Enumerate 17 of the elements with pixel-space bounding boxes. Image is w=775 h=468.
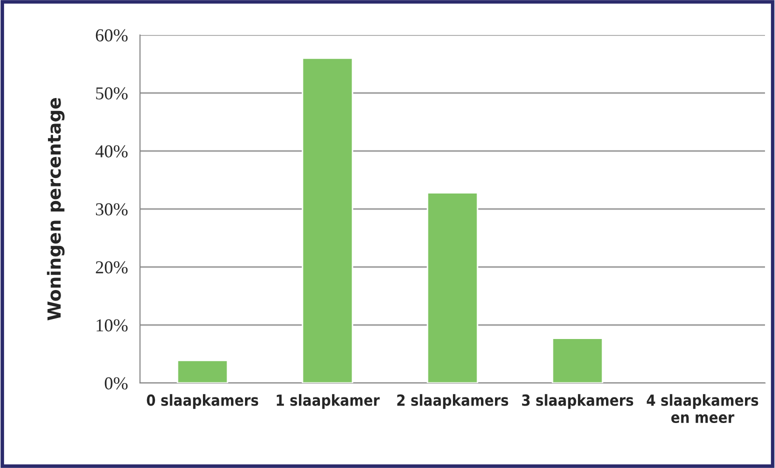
x-tick-label: 2 slaapkamers [397,394,508,409]
y-tick-label: 10% [96,319,128,332]
y-tick-label: 30% [96,203,128,216]
x-tick-label: 4 slaapkamers en meer [646,394,758,424]
bar [302,58,354,383]
y-tick-label: 0% [104,377,128,390]
bar [552,338,604,383]
y-tick-label: 50% [96,87,128,100]
x-tick-label: 0 slaapkamers [146,394,258,409]
y-tick-label: 20% [96,261,128,274]
bar [176,360,228,383]
y-tick-label: 60% [96,29,128,42]
x-tick-label: 3 slaapkamers [522,394,634,409]
y-tick-label: 40% [95,145,128,158]
bar [426,192,478,383]
x-tick-label: 1 slaapkamer [276,394,380,409]
y-axis-title: Woningen percentage [46,98,65,320]
